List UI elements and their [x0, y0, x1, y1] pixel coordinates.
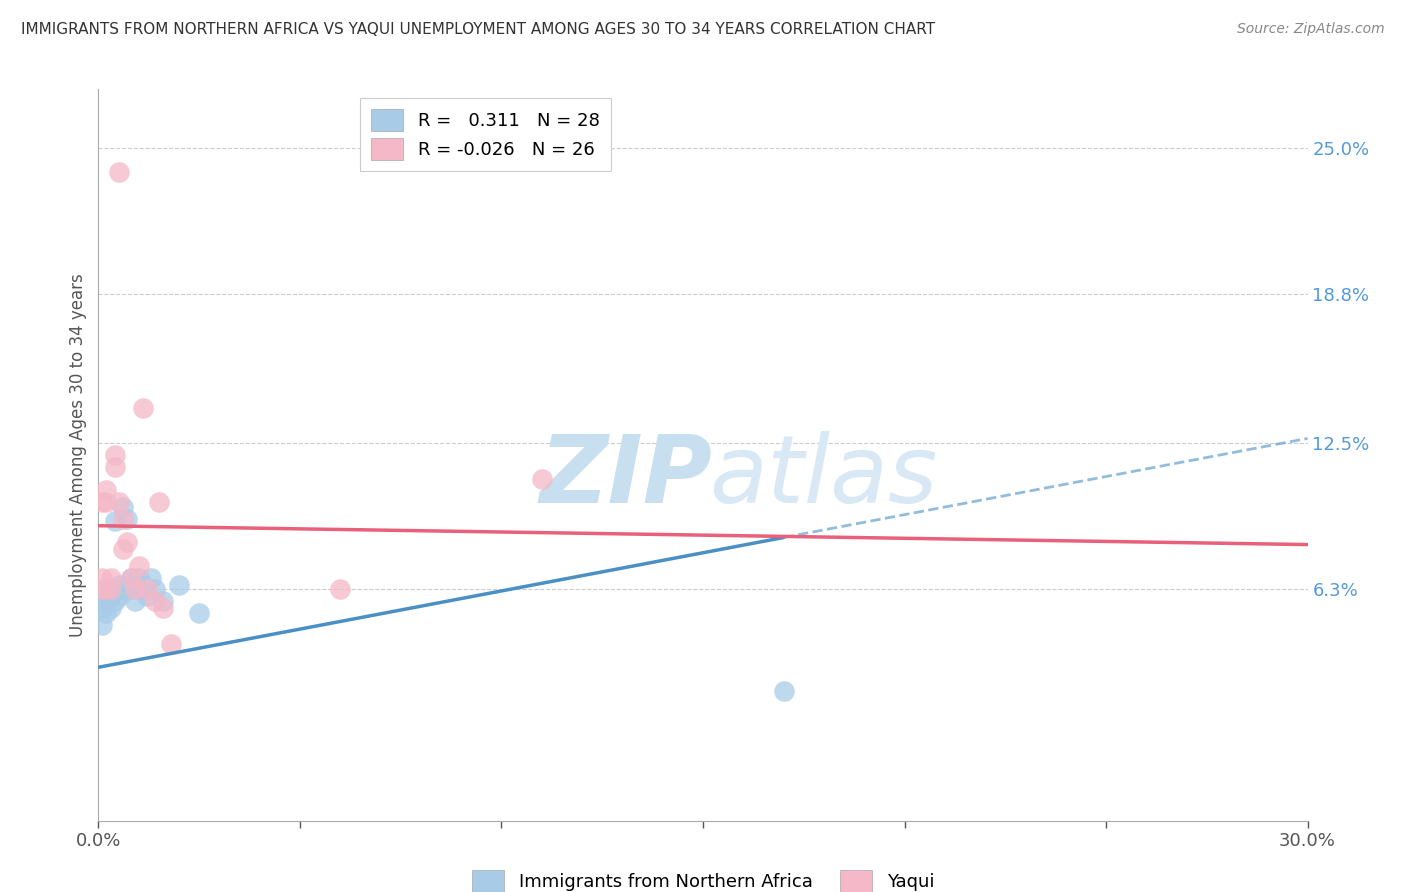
- Point: [100, 571, 122, 585]
- Point: [143, 594, 166, 608]
- Point: [111, 542, 134, 557]
- Legend: R =   0.311   N = 28, R = -0.026   N = 26: R = 0.311 N = 28, R = -0.026 N = 26: [360, 98, 610, 171]
- Point: [96, 495, 118, 509]
- Point: [107, 495, 129, 509]
- Point: [135, 590, 157, 604]
- Text: IMMIGRANTS FROM NORTHERN AFRICA VS YAQUI UNEMPLOYMENT AMONG AGES 30 TO 34 YEARS : IMMIGRANTS FROM NORTHERN AFRICA VS YAQUI…: [21, 22, 935, 37]
- Point: [111, 511, 134, 525]
- Point: [100, 582, 122, 597]
- Point: [91, 601, 114, 615]
- Point: [139, 571, 162, 585]
- Point: [96, 594, 118, 608]
- Point: [120, 571, 142, 585]
- Point: [188, 606, 211, 620]
- Point: [143, 582, 166, 597]
- Point: [111, 500, 134, 514]
- Point: [120, 582, 142, 597]
- Point: [103, 448, 125, 462]
- Point: [96, 590, 118, 604]
- Point: [329, 582, 352, 597]
- Point: [91, 582, 114, 597]
- Point: [111, 582, 134, 597]
- Point: [167, 577, 190, 591]
- Point: [96, 483, 118, 498]
- Point: [107, 577, 129, 591]
- Point: [124, 582, 146, 597]
- Y-axis label: Unemployment Among Ages 30 to 34 years: Unemployment Among Ages 30 to 34 years: [69, 273, 87, 637]
- Point: [128, 582, 150, 597]
- Point: [132, 577, 155, 591]
- Point: [96, 582, 118, 597]
- Point: [103, 514, 125, 528]
- Point: [128, 558, 150, 573]
- Point: [100, 590, 122, 604]
- Point: [115, 535, 138, 549]
- Point: [115, 511, 138, 525]
- Point: [91, 617, 114, 632]
- Point: [107, 590, 129, 604]
- Point: [96, 606, 118, 620]
- Point: [120, 571, 142, 585]
- Point: [128, 571, 150, 585]
- Point: [772, 684, 794, 698]
- Point: [132, 401, 155, 415]
- Point: [148, 495, 170, 509]
- Point: [107, 165, 129, 179]
- Text: ZIP: ZIP: [540, 431, 713, 523]
- Point: [91, 495, 114, 509]
- Point: [100, 601, 122, 615]
- Point: [103, 459, 125, 474]
- Point: [530, 471, 553, 485]
- Text: atlas: atlas: [709, 432, 938, 523]
- Text: Source: ZipAtlas.com: Source: ZipAtlas.com: [1237, 22, 1385, 37]
- Point: [103, 594, 125, 608]
- Point: [152, 594, 174, 608]
- Point: [135, 582, 157, 597]
- Point: [91, 571, 114, 585]
- Point: [100, 582, 122, 597]
- Point: [160, 637, 183, 651]
- Point: [152, 601, 174, 615]
- Point: [124, 594, 146, 608]
